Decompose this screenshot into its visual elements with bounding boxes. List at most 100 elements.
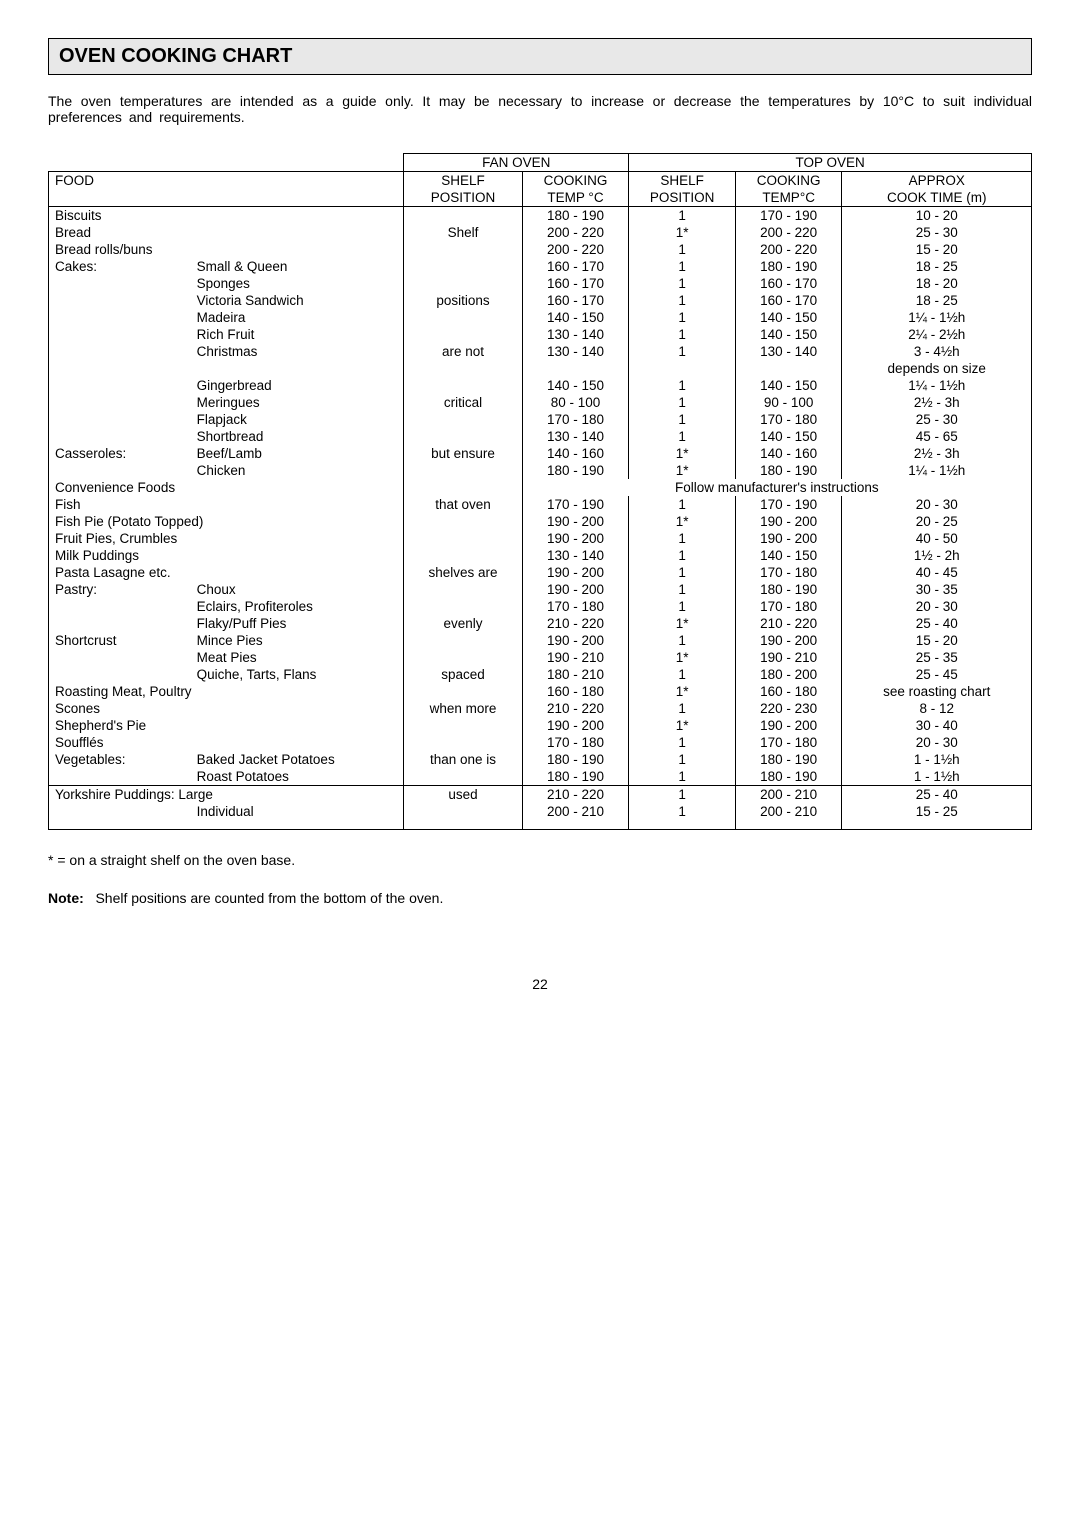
fan-temp-cell: 160 - 170 xyxy=(522,275,629,292)
top-temp-cell: 170 - 180 xyxy=(735,411,842,428)
cook-time-cell: 25 - 35 xyxy=(842,649,1032,666)
shelf-pos-cell: 1 xyxy=(629,751,736,768)
top-shelf-header: SHELF xyxy=(629,172,736,190)
cook-time-cell: 25 - 30 xyxy=(842,224,1032,241)
top-temp-cell: 200 - 210 xyxy=(735,803,842,830)
cook-time-cell: 20 - 30 xyxy=(842,734,1032,751)
top-temp-cell: 140 - 150 xyxy=(735,309,842,326)
shelf-pos-cell: 1 xyxy=(629,734,736,751)
food-sub-cell: Rich Fruit xyxy=(191,326,404,343)
shelf-word: than one is xyxy=(404,751,522,768)
approx-header: APPROX xyxy=(842,172,1032,190)
cook-time-cell: 45 - 65 xyxy=(842,428,1032,445)
top-temp-cell: 220 - 230 xyxy=(735,700,842,717)
cook-time-cell: 1 - 1½h xyxy=(842,751,1032,768)
note-text: Shelf positions are counted from the bot… xyxy=(95,890,443,906)
top-temp-cell: 160 - 170 xyxy=(735,275,842,292)
cook-time-cell: 3 - 4½h xyxy=(842,343,1032,360)
top-temp-cell: 180 - 190 xyxy=(735,581,842,598)
top-temp-header: COOKING xyxy=(735,172,842,190)
shelf-word: spaced xyxy=(404,666,522,683)
food-sub-cell: Choux xyxy=(191,581,404,598)
top-temp-cell: 140 - 160 xyxy=(735,445,842,462)
top-temp-cell: 180 - 190 xyxy=(735,258,842,275)
food-cell: Pastry: xyxy=(49,581,191,598)
cook-time-cell: 18 - 20 xyxy=(842,275,1032,292)
fan-temp-cell: 170 - 180 xyxy=(522,598,629,615)
shelf-pos-cell: 1 xyxy=(629,258,736,275)
cook-time-cell: 30 - 40 xyxy=(842,717,1032,734)
note-label: Note: xyxy=(48,890,84,906)
food-cell: Shortcrust xyxy=(49,632,191,649)
top-temp-cell: 160 - 170 xyxy=(735,292,842,309)
top-temp-cell: 160 - 180 xyxy=(735,683,842,700)
shelf-pos-cell: 1* xyxy=(629,649,736,666)
shelf-word: but ensure xyxy=(404,445,522,462)
top-temp-cell: 200 - 220 xyxy=(735,241,842,258)
shelf-word: used xyxy=(404,786,522,804)
shelf-pos-cell: 1 xyxy=(629,581,736,598)
cook-time-cell: depends on size xyxy=(842,360,1032,377)
shelf-word: shelves are xyxy=(404,564,522,581)
page-title: OVEN COOKING CHART xyxy=(48,38,1032,75)
cook-time-cell: 18 - 25 xyxy=(842,292,1032,309)
cook-time-cell: 25 - 45 xyxy=(842,666,1032,683)
fan-temp-cell: 190 - 200 xyxy=(522,581,629,598)
shelf-word: are not xyxy=(404,343,522,360)
fan-temp-cell: 160 - 180 xyxy=(522,683,629,700)
top-temp-sub: TEMP°C xyxy=(735,189,842,207)
fan-shelf-header: SHELF xyxy=(404,172,522,190)
food-cell: Fruit Pies, Crumbles xyxy=(49,530,404,547)
shelf-pos-cell: 1 xyxy=(629,666,736,683)
fan-temp-cell: 170 - 190 xyxy=(522,496,629,513)
food-cell: Pasta Lasagne etc. xyxy=(49,564,404,581)
shelf-word: when more xyxy=(404,700,522,717)
food-sub-cell: Eclairs, Profiteroles xyxy=(191,598,404,615)
cook-time-cell: 2¼ - 2½h xyxy=(842,326,1032,343)
food-sub-cell: Baked Jacket Potatoes xyxy=(191,751,404,768)
cook-time-cell: 30 - 35 xyxy=(842,581,1032,598)
shelf-pos-cell: 1 xyxy=(629,768,736,786)
top-temp-cell: 140 - 150 xyxy=(735,547,842,564)
top-temp-cell: 190 - 200 xyxy=(735,530,842,547)
food-sub-cell: Victoria Sandwich xyxy=(191,292,404,309)
shelf-pos-cell: 1 xyxy=(629,564,736,581)
shelf-pos-cell: 1 xyxy=(629,241,736,258)
food-cell: Yorkshire Puddings: Large xyxy=(49,786,404,804)
shelf-pos-cell: 1* xyxy=(629,513,736,530)
top-temp-cell: 190 - 210 xyxy=(735,649,842,666)
cook-time-cell: 20 - 30 xyxy=(842,496,1032,513)
food-sub-cell: Individual xyxy=(191,803,404,830)
cook-time-cell: 2½ - 3h xyxy=(842,445,1032,462)
fan-temp-cell: 140 - 160 xyxy=(522,445,629,462)
food-cell: Roasting Meat, Poultry xyxy=(49,683,404,700)
shelf-pos-cell: 1 xyxy=(629,700,736,717)
manufacturer-note: Follow manufacturer's instructions xyxy=(522,479,1031,496)
food-cell: Soufflés xyxy=(49,734,191,751)
food-sub-cell: Meringues xyxy=(191,394,404,411)
food-sub-cell: Christmas xyxy=(191,343,404,360)
food-cell: Shepherd's Pie xyxy=(49,717,404,734)
cook-time-cell: 25 - 40 xyxy=(842,786,1032,804)
shelf-pos-cell: 1 xyxy=(629,786,736,804)
food-sub-cell: Flaky/Puff Pies xyxy=(191,615,404,632)
shelf-pos-cell: 1 xyxy=(629,326,736,343)
top-temp-cell: 170 - 180 xyxy=(735,598,842,615)
cook-time-cell: 15 - 20 xyxy=(842,241,1032,258)
top-temp-cell: 180 - 190 xyxy=(735,751,842,768)
food-cell: Casseroles: xyxy=(49,445,191,462)
top-temp-cell: 140 - 150 xyxy=(735,326,842,343)
shelf-pos-cell: 1 xyxy=(629,275,736,292)
shelf-word: that oven xyxy=(404,496,522,513)
fan-temp-cell: 190 - 210 xyxy=(522,649,629,666)
cook-time-cell: 1¼ - 1½h xyxy=(842,462,1032,479)
food-sub-cell: Beef/Lamb xyxy=(191,445,404,462)
food-cell: Bread rolls/buns xyxy=(49,241,404,258)
fan-temp-cell: 190 - 200 xyxy=(522,564,629,581)
note-line: Note: Shelf positions are counted from t… xyxy=(48,890,1032,906)
food-cell: Milk Puddings xyxy=(49,547,404,564)
food-sub-cell: Madeira xyxy=(191,309,404,326)
cook-time-cell: 40 - 50 xyxy=(842,530,1032,547)
cook-time-cell: 2½ - 3h xyxy=(842,394,1032,411)
page-number: 22 xyxy=(48,976,1032,992)
